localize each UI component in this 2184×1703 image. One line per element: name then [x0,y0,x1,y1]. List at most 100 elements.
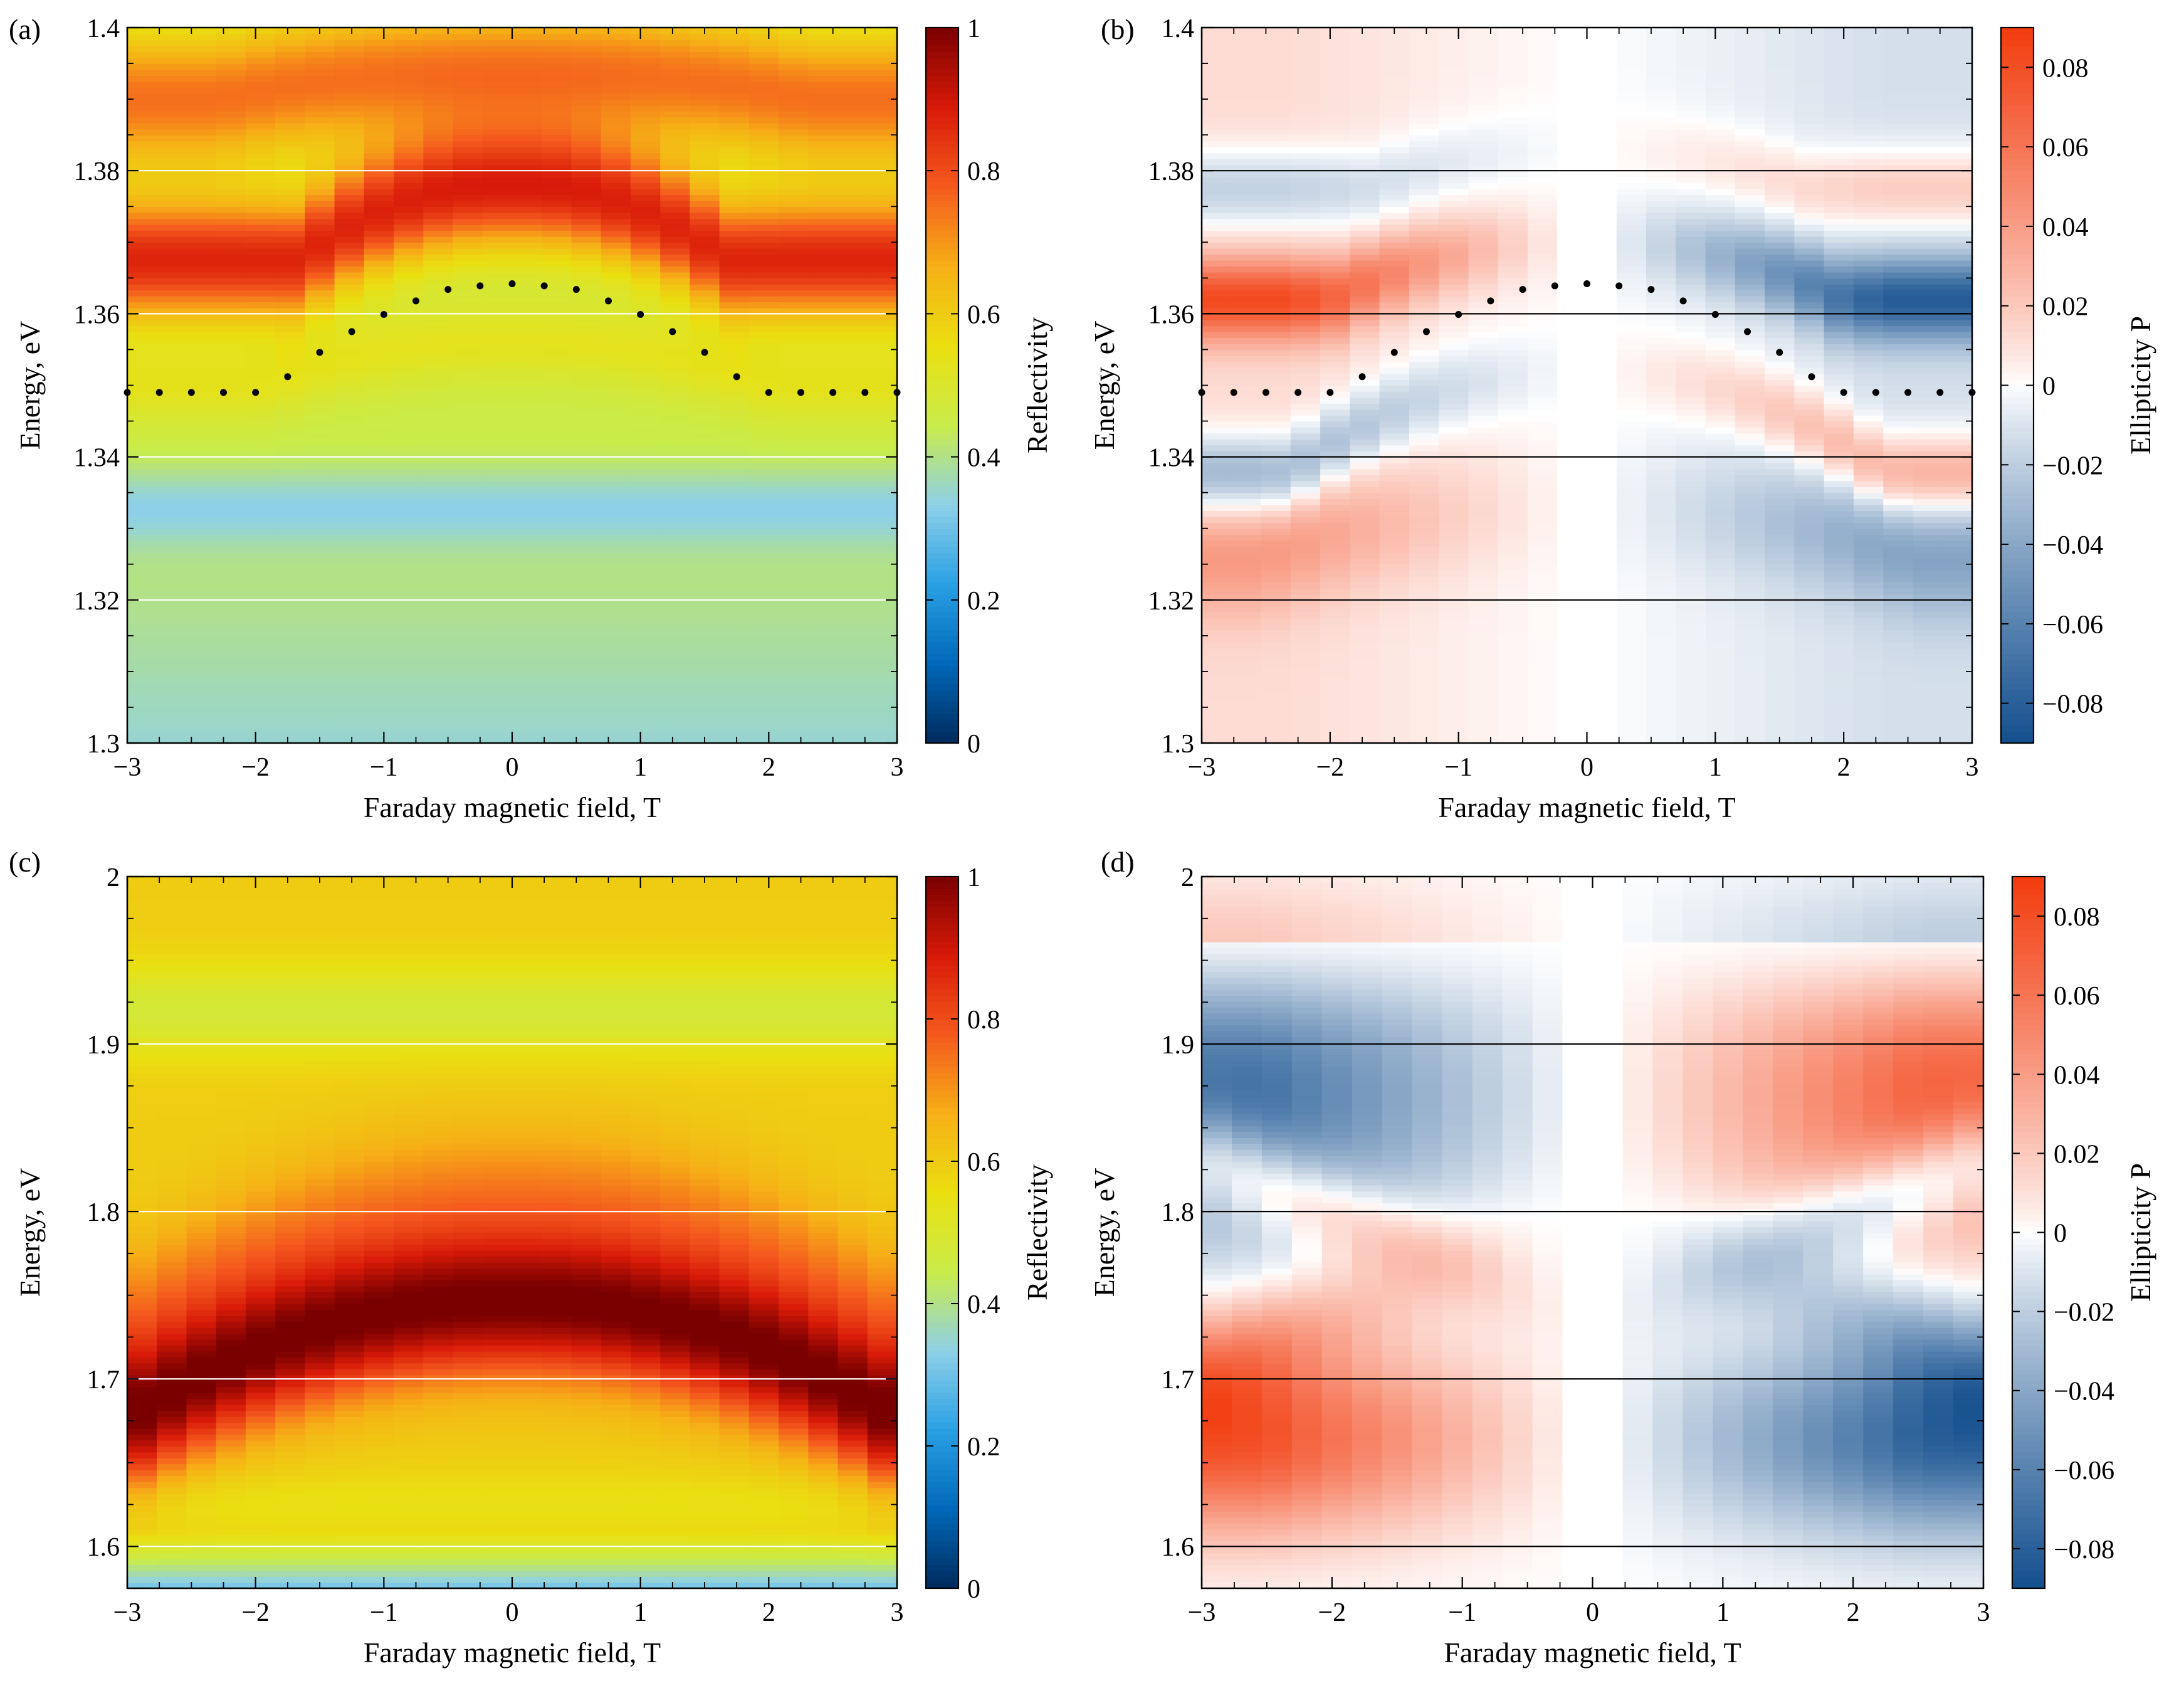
heatmap-cell [453,111,483,118]
heatmap-cell [1290,171,1321,177]
heatmap-cell [245,701,276,708]
heatmap-cell [1231,522,1262,529]
heatmap-cell [482,564,513,571]
heatmap-cell [1557,290,1588,297]
heatmap-cell [1261,397,1291,404]
heatmap-cell [630,140,661,147]
heatmap-cell [837,307,868,315]
colorbar-segment [926,671,958,678]
heatmap-cell [157,147,187,154]
heatmap-cell [1261,33,1291,40]
heatmap-cell [779,171,809,177]
heatmap-cell [630,397,661,404]
heatmap-cell [837,439,868,446]
heatmap-cell [601,111,631,118]
heatmap-cell [748,492,779,499]
heatmap-cell [867,230,898,237]
colorbar-segment [926,707,958,714]
heatmap-cell [748,367,779,374]
heatmap-cell [630,546,661,553]
colorbar-segment [926,480,958,487]
heatmap-cell [1528,51,1558,58]
heatmap-cell [512,182,542,189]
heatmap-cell [1261,689,1291,696]
heatmap-cell [305,373,335,380]
heatmap-cell [1320,164,1351,171]
colorbar-segment [926,653,958,660]
heatmap-cell [1261,528,1291,535]
heatmap-cell [157,69,187,76]
heatmap-cell [1468,552,1499,559]
heatmap-cell [1350,147,1380,154]
heatmap-cell [1557,683,1588,690]
heatmap-cell [1202,731,1232,738]
heatmap-cell [542,725,572,732]
heatmap-cell [779,409,809,416]
heatmap-cell [186,385,217,392]
heatmap-cell [245,480,276,487]
heatmap-cell [748,546,779,553]
heatmap-cell [867,260,898,267]
heatmap-cell [216,331,246,339]
heatmap-cell [867,510,898,517]
heatmap-cell [1320,409,1351,416]
heatmap-cell [1290,695,1321,702]
heatmap-cell [779,325,809,332]
heatmap-cell [1528,129,1558,135]
heatmap-cell [482,665,513,672]
heatmap-cell [157,558,187,565]
heatmap-cell [601,117,631,124]
heatmap-cell [1587,677,1617,684]
heatmap-cell [423,307,454,315]
heatmap-cell [1528,367,1558,374]
heatmap-cell [867,278,898,285]
heatmap-cell [660,129,691,135]
heatmap-cell [867,367,898,374]
heatmap-cell [779,373,809,380]
heatmap-cell [186,599,217,607]
heatmap-cell [719,665,750,672]
heatmap-cell [186,713,217,720]
heatmap-cell [127,427,157,434]
heatmap-cell [482,164,513,171]
heatmap-cell [423,540,454,547]
heatmap-cell [275,260,306,267]
heatmap-cell [1528,319,1558,327]
heatmap-cell [542,248,572,255]
colorbar-segment [926,379,958,386]
heatmap-cell [216,224,246,231]
heatmap-cell [1261,516,1291,523]
heatmap-cell [1231,212,1262,219]
heatmap-cell [1557,307,1588,315]
heatmap-cell [127,28,157,34]
heatmap-cell [779,641,809,648]
heatmap-cell [1202,63,1232,70]
heatmap-cell [512,260,542,267]
heatmap-cell [808,397,839,404]
heatmap-cell [364,40,394,46]
heatmap-cell [1498,641,1528,648]
heatmap-cell [1409,325,1439,332]
heatmap-cell [660,111,691,118]
heatmap-cell [1261,45,1291,52]
heatmap-cell [157,361,187,368]
heatmap-cell [1261,731,1291,738]
heatmap-cell [690,403,720,410]
heatmap-cell [808,564,839,571]
heatmap-cell [808,260,839,267]
heatmap-cell [453,707,483,714]
heatmap-cell [1468,451,1499,458]
heatmap-cell [1261,582,1291,589]
heatmap-cell [837,176,868,183]
heatmap-cell [1231,397,1262,404]
heatmap-cell [1379,635,1410,643]
heatmap-cell [1350,594,1380,601]
heatmap-cell [334,677,365,684]
heatmap-cell [482,409,513,416]
heatmap-cell [1231,445,1262,451]
heatmap-cell [1290,135,1321,142]
colorbar-segment [926,99,958,106]
heatmap-cell [1409,599,1439,607]
heatmap-cell [186,129,217,135]
heatmap-cell [1202,140,1232,147]
